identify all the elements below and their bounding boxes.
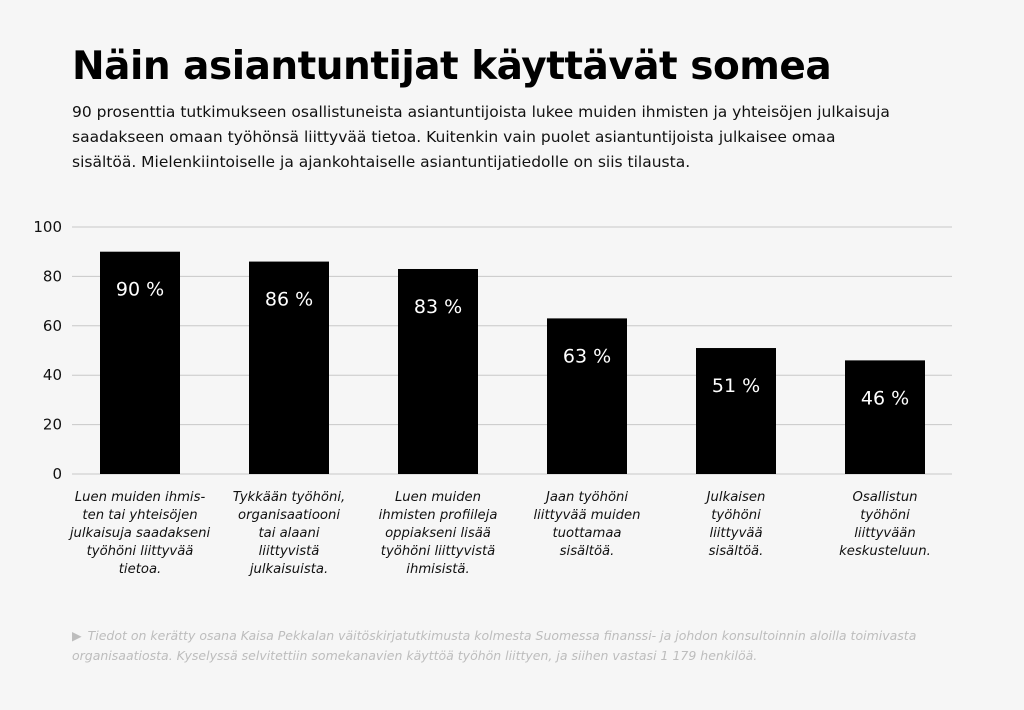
- y-tick-label: 60: [43, 317, 62, 335]
- bar: [249, 261, 329, 474]
- category-label: Jaan työhöni liittyvää muiden tuottamaa …: [533, 490, 641, 559]
- bar-value-label: 63 %: [563, 345, 611, 367]
- category-label: Julkaisen työhöni liittyvää sisältöä.: [706, 490, 766, 559]
- y-tick-label: 40: [43, 366, 62, 384]
- bar-value-label: 46 %: [861, 387, 909, 409]
- bar-value-label: 51 %: [712, 375, 760, 397]
- category-label: Luen muiden ihmisten profiileja oppiakse…: [378, 490, 498, 577]
- bar: [696, 348, 776, 474]
- y-tick-label: 80: [43, 267, 62, 285]
- category-label: Luen muiden ihmis- ten tai yhteisöjen ju…: [69, 490, 211, 577]
- bar-value-label: 83 %: [414, 296, 462, 318]
- y-tick-label: 100: [33, 218, 62, 236]
- chart-title: Näin asiantuntijat käyttävät somea: [72, 44, 832, 89]
- bar: [845, 360, 925, 474]
- y-tick-label: 0: [52, 465, 62, 483]
- bar: [398, 268, 478, 474]
- bar-value-label: 86 %: [265, 289, 313, 311]
- chart-subtitle: 90 prosenttia tutkimukseen osallistuneis…: [72, 103, 890, 171]
- footnote-marker-icon: ▶: [72, 628, 82, 643]
- footnote-text: Tiedot on kerätty osana Kaisa Pekkalan v…: [72, 628, 917, 663]
- category-label: Tykkään työhöni, organisaatiooni tai ala…: [232, 490, 346, 577]
- bar: [547, 318, 627, 474]
- category-label: Osallistun työhöni liittyvään keskustelu…: [839, 490, 931, 559]
- bar-value-label: 90 %: [116, 279, 164, 301]
- y-tick-label: 20: [43, 416, 62, 434]
- bar: [100, 251, 180, 474]
- footnote: ▶ Tiedot on kerätty osana Kaisa Pekkalan …: [72, 626, 952, 666]
